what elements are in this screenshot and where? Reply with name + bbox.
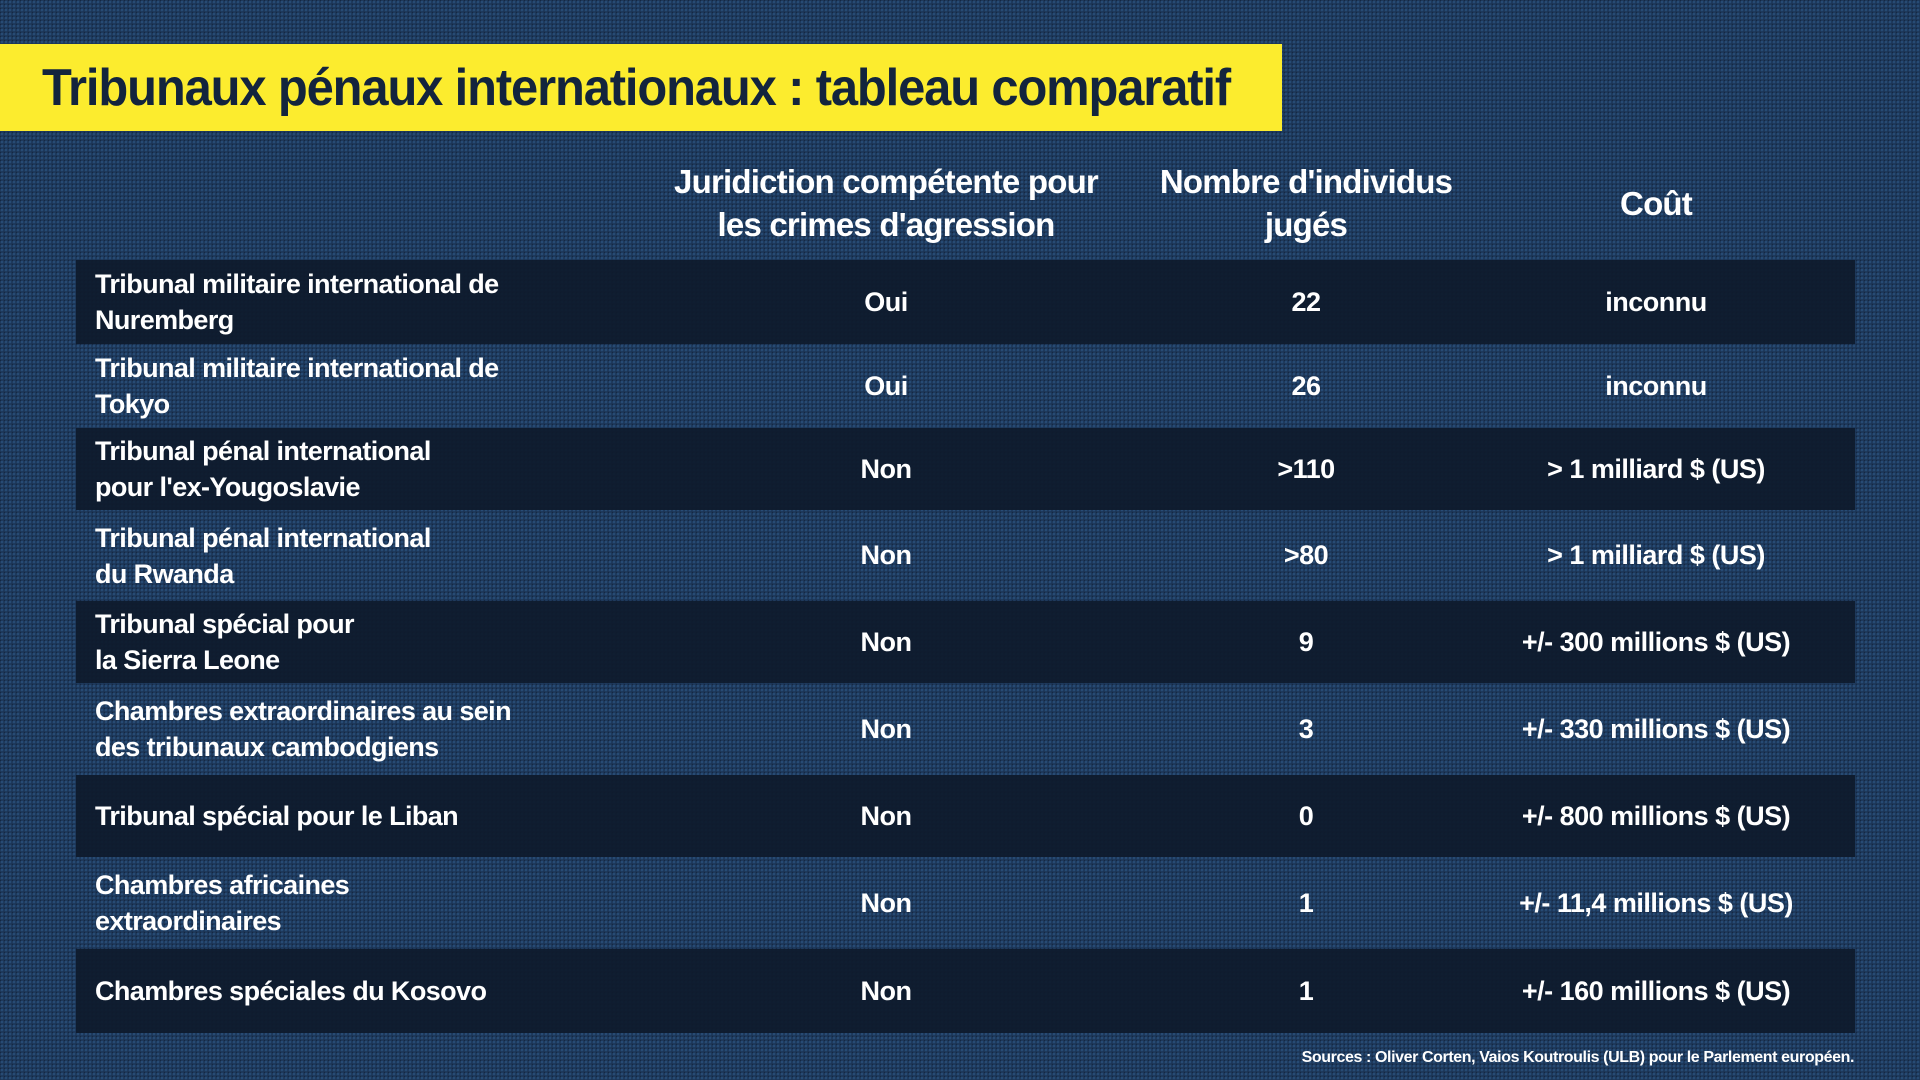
page-title: Tribunaux pénaux internationaux : tablea…: [42, 58, 1231, 117]
table-row: Tribunal militaire international de Toky…: [76, 344, 1855, 428]
tribunal-name: Chambres africaines extraordinaires: [95, 870, 350, 936]
cout-cell: +/- 800 millions $ (US): [1521, 800, 1791, 831]
agression-cell: Non: [860, 540, 912, 570]
column-header-agression: Juridiction compétente pour les crimes d…: [674, 163, 1099, 243]
column-header-cout: Coût: [1620, 184, 1693, 222]
agression-cell: Non: [860, 975, 912, 1006]
cout-cell: +/- 160 millions $ (US): [1521, 975, 1791, 1006]
individus-cell: 22: [1291, 286, 1321, 317]
comparison-table: Tribunal militaire international de Nure…: [76, 260, 1855, 1033]
individus-cell: 1: [1298, 887, 1314, 918]
table-header: Juridiction compétente pour les crimes d…: [76, 156, 1855, 250]
tribunal-name: Tribunal militaire international de Toky…: [95, 353, 499, 419]
table-row: Tribunal pénal international du Rwanda N…: [76, 510, 1855, 601]
agression-cell: Oui: [864, 286, 908, 317]
table-row: Chambres spéciales du Kosovo Non 1 +/- 1…: [76, 949, 1855, 1033]
individus-cell: 26: [1291, 370, 1321, 401]
table-row: Tribunal spécial pour le Liban Non 0 +/-…: [76, 775, 1855, 857]
cout-cell: +/- 300 millions $ (US): [1521, 626, 1791, 657]
cout-cell: inconnu: [1605, 370, 1707, 401]
tribunal-name: Chambres extraordinaires au sein des tri…: [95, 696, 512, 762]
sources-note: Sources : Oliver Corten, Vaios Koutrouli…: [1301, 1049, 1855, 1066]
cout-cell: > 1 milliard $ (US): [1547, 453, 1765, 484]
individus-cell: 3: [1298, 713, 1314, 744]
tribunal-name: Chambres spéciales du Kosovo: [95, 976, 487, 1006]
title-banner: Tribunaux pénaux internationaux : tablea…: [0, 44, 1282, 131]
table-row: Tribunal pénal international pour l'ex-Y…: [76, 428, 1855, 510]
agression-cell: Non: [860, 800, 912, 831]
cout-cell: inconnu: [1605, 286, 1707, 317]
individus-cell: 9: [1298, 626, 1314, 657]
cout-cell: +/- 330 millions $ (US): [1521, 713, 1791, 744]
column-header-individus: Nombre d'individus jugés: [1159, 163, 1453, 243]
agression-cell: Oui: [864, 370, 908, 401]
cout-cell: +/- 11,4 millions $ (US): [1519, 887, 1793, 918]
tribunal-name: Tribunal spécial pour le Liban: [95, 801, 459, 831]
tribunal-name: Tribunal spécial pour la Sierra Leone: [95, 609, 355, 675]
individus-cell: >110: [1277, 453, 1335, 484]
agression-cell: Non: [860, 453, 912, 484]
individus-cell: 1: [1298, 975, 1314, 1006]
agression-cell: Non: [860, 887, 912, 918]
individus-cell: 0: [1298, 800, 1314, 831]
table-row: Chambres extraordinaires au sein des tri…: [76, 683, 1855, 775]
table-row: Tribunal militaire international de Nure…: [76, 260, 1855, 344]
tribunal-name: Tribunal militaire international de Nure…: [95, 269, 499, 335]
tribunal-name: Tribunal pénal international pour l'ex-Y…: [95, 436, 431, 502]
individus-cell: >80: [1283, 540, 1329, 570]
table-row: Tribunal spécial pour la Sierra Leone No…: [76, 601, 1855, 683]
table-row: Chambres africaines extraordinaires Non …: [76, 857, 1855, 949]
tribunal-name: Tribunal pénal international du Rwanda: [95, 522, 431, 589]
agression-cell: Non: [860, 713, 912, 744]
cout-cell: > 1 milliard $ (US): [1547, 540, 1765, 570]
agression-cell: Non: [860, 626, 912, 657]
